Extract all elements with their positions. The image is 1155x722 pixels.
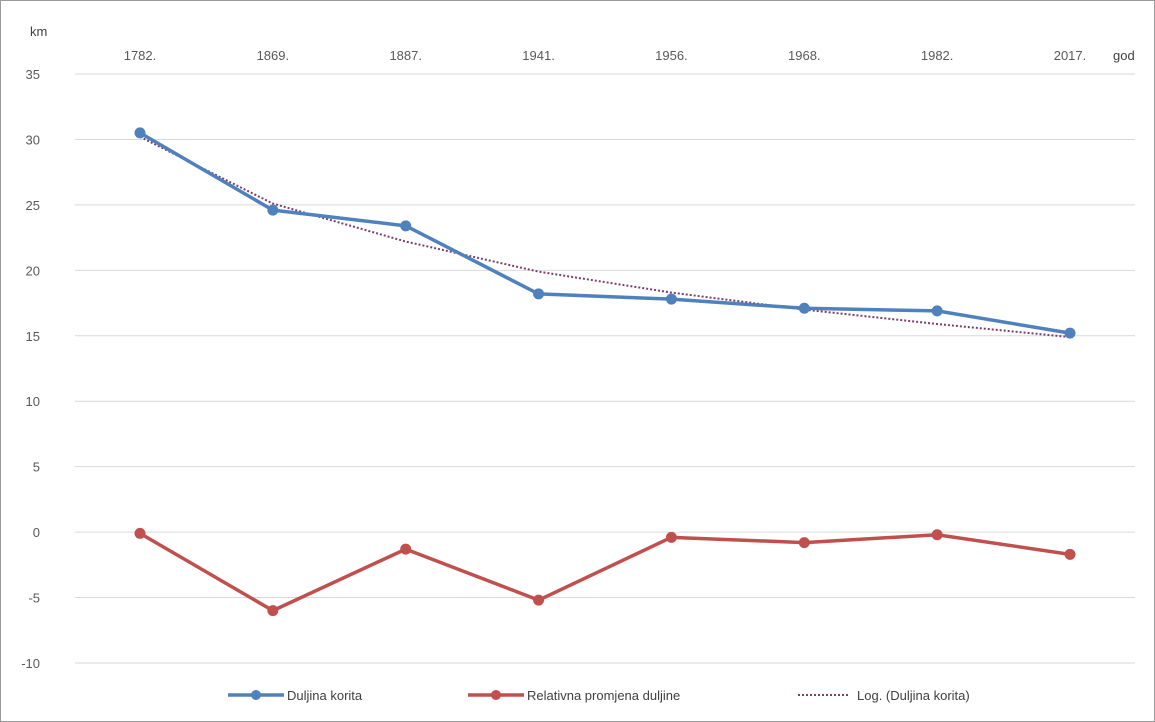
data-point [1064,327,1076,339]
y-tick-label: 20 [26,263,40,278]
y-tick-label: 0 [33,525,40,540]
series-line-trend [139,135,1071,339]
legend-marker [251,690,261,700]
legend-label: Duljina korita [287,688,363,703]
y-tick-label: 30 [26,132,40,147]
y-tick-label: -5 [28,591,40,606]
data-point [134,127,146,139]
x-tick-label: 1887. [389,48,422,63]
data-point [400,543,412,555]
data-point [798,537,810,549]
series-line-duljina [139,131,1071,335]
y-tick-label: 10 [26,394,40,409]
x-tick-label: 1782. [124,48,157,63]
data-point [134,527,146,539]
legend: Duljina korita Relativna promjena duljine… [228,688,970,703]
x-tick-label: 1982. [921,48,954,63]
data-point [665,293,677,305]
x-tick-label: 2017. [1054,48,1087,63]
data-point [533,288,545,300]
data-point [267,605,279,617]
series-layer [134,127,1076,617]
x-unit-label: god [1113,48,1135,63]
data-point [533,594,545,606]
y-unit-label: km [30,24,47,39]
y-axis-tick-labels: 35 30 25 20 15 10 5 0 -5 -10 [21,67,40,671]
data-point [400,220,412,232]
gridlines [75,73,1135,664]
x-tick-label: 1956. [655,48,688,63]
x-tick-label: 1941. [522,48,555,63]
y-tick-label: 25 [26,198,40,213]
data-point [931,529,943,541]
data-point [931,305,943,317]
x-axis-tick-labels: 1782. 1869. 1887. 1941. 1956. 1968. 1982. 2017. [124,48,1087,63]
y-tick-label: -10 [21,656,40,671]
legend-marker [491,690,501,700]
x-tick-label: 1968. [788,48,821,63]
data-point [1064,548,1076,560]
legend-label: Log. (Duljina korita) [857,688,970,703]
legend-label: Relativna promjena duljine [527,688,680,703]
data-point [267,204,279,216]
series-line-relativna [139,531,1071,613]
y-tick-label: 15 [26,329,40,344]
y-tick-label: 5 [33,460,40,475]
x-tick-label: 1869. [257,48,290,63]
data-point [665,531,677,543]
y-tick-label: 35 [26,67,40,82]
data-point [798,302,810,314]
